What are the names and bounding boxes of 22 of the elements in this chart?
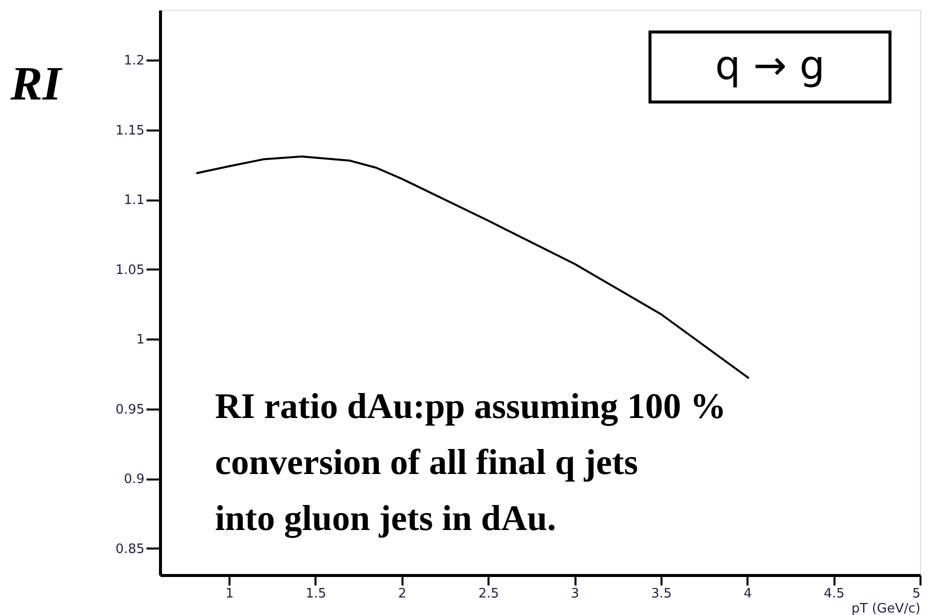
- annotation: RI ratio dAu:pp assuming 100 % conversion of all final q jets into gluon jets in dAu.: [215, 386, 726, 538]
- y-tick-label: 1: [136, 332, 144, 348]
- y-tick-label: 1.05: [116, 262, 144, 278]
- x-tick-label: 1.5: [306, 586, 326, 602]
- x-tick-label: 1: [225, 586, 234, 602]
- annotation: q → g: [715, 43, 825, 89]
- x-axis-title: pT (GeV/c): [852, 602, 920, 615]
- y-axis-title: RI: [10, 58, 64, 110]
- y-tick-label: 0.85: [116, 542, 144, 557]
- y-tick-label: 0.9: [124, 472, 144, 488]
- x-tick-label: 3: [570, 586, 580, 602]
- y-tick-label: 1.2: [124, 54, 144, 69]
- x-tick-label: 4: [744, 586, 752, 602]
- y-tick-label: 0.95: [116, 402, 144, 418]
- x-tick-label: 2.5: [478, 586, 500, 602]
- x-tick-label: 4.5: [824, 586, 844, 602]
- y-tick-label: 1.1: [124, 193, 144, 208]
- x-tick-label: 5: [912, 586, 920, 602]
- line-series: [195, 155, 750, 380]
- x-tick-label: 2: [398, 586, 406, 602]
- x-tick-label: 3.5: [651, 586, 672, 602]
- y-tick-label: 1.15: [116, 123, 144, 138]
